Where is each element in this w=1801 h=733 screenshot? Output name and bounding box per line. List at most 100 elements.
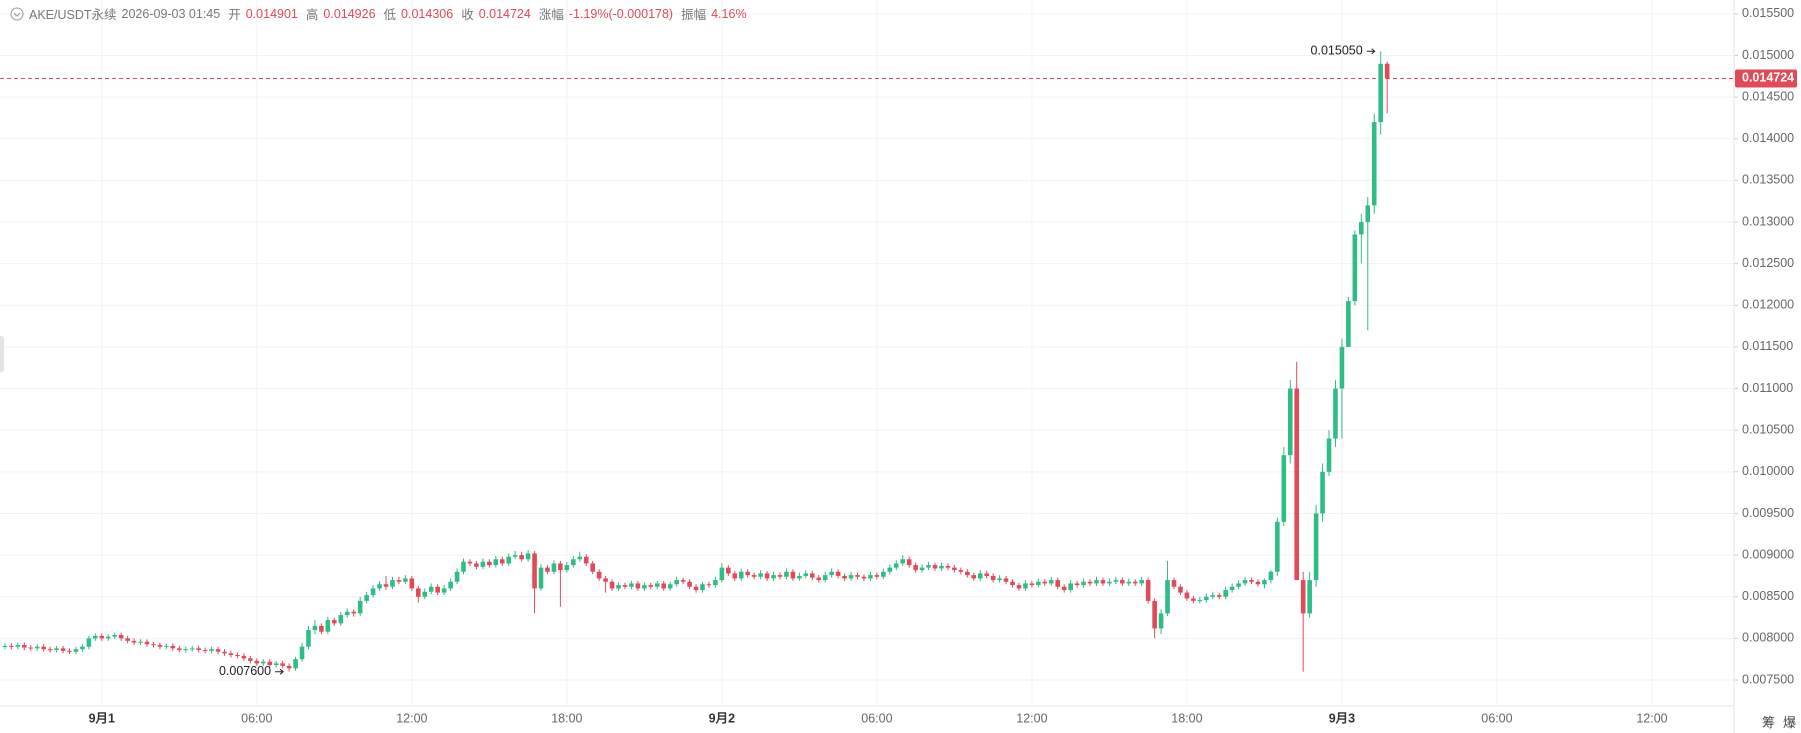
candle-body — [54, 648, 59, 651]
y-tick-label: 0.011000 — [1742, 381, 1793, 395]
candle-body — [1281, 455, 1287, 522]
collapse-icon[interactable] — [10, 7, 24, 21]
candle-body — [1178, 586, 1183, 593]
candle-body — [299, 646, 305, 660]
candle-body — [751, 575, 757, 577]
candle-body — [1371, 122, 1377, 206]
candle-body — [926, 565, 931, 568]
candle-body — [286, 665, 292, 669]
candle-body — [1236, 583, 1241, 587]
candle-body — [667, 584, 673, 589]
candle-body — [73, 649, 79, 652]
candle-body — [1320, 471, 1325, 514]
y-tick-label: 0.013500 — [1742, 173, 1794, 187]
x-tick-label: 12:00 — [1636, 711, 1667, 725]
candle-body — [435, 586, 440, 593]
candle-body — [215, 649, 221, 652]
candle-body — [1087, 581, 1093, 584]
value: 0.014306 — [401, 6, 454, 21]
y-tick-label: 0.015500 — [1742, 6, 1794, 20]
candle-body — [454, 571, 460, 582]
candle-body — [293, 659, 298, 669]
annotation-arrow — [275, 668, 284, 675]
candle-body — [1139, 580, 1145, 584]
y-tick-label: 0.009500 — [1742, 506, 1794, 520]
candle-body — [609, 581, 615, 589]
candle-body — [1191, 598, 1196, 601]
candle-body — [855, 575, 860, 577]
candle-body — [583, 556, 589, 564]
candle-body — [952, 567, 957, 571]
candle-body — [21, 645, 27, 648]
candle-body — [506, 556, 512, 564]
candle-body — [984, 573, 989, 576]
candle-body — [177, 648, 182, 651]
x-tick-label: 9月3 — [1329, 711, 1355, 725]
candle-body — [396, 580, 402, 582]
candle-body — [687, 581, 692, 587]
candle-body — [235, 655, 240, 657]
candle-body — [900, 559, 906, 564]
candle-body — [893, 563, 899, 568]
candle-body — [228, 653, 234, 656]
candle-body — [1042, 581, 1048, 584]
candle-body — [629, 583, 634, 587]
candle-body — [1184, 592, 1190, 599]
candle-body — [448, 581, 453, 589]
candle-body — [577, 556, 583, 560]
candle-body — [777, 575, 783, 577]
candle-body — [312, 625, 318, 631]
candle-body — [822, 575, 828, 581]
candle-body — [642, 585, 647, 589]
candle-body — [1307, 580, 1312, 614]
candle-body — [34, 646, 40, 649]
candle-body — [835, 571, 841, 576]
candle-body — [67, 650, 72, 652]
tool-button[interactable]: 筹 — [1762, 715, 1776, 730]
candle-body — [474, 563, 479, 567]
tool-button[interactable]: 爆 — [1783, 715, 1797, 730]
candle-body — [887, 567, 893, 572]
label: 高 — [305, 8, 319, 22]
candle-body — [512, 555, 518, 557]
candle-body — [1255, 581, 1261, 585]
candle-body — [726, 567, 731, 574]
candle-body — [344, 611, 350, 616]
y-tick-label: 0.015000 — [1742, 48, 1794, 62]
candle-body — [1300, 580, 1306, 614]
candle-body — [997, 578, 1002, 581]
candle-body — [157, 645, 163, 647]
side-handle[interactable] — [0, 336, 4, 372]
y-tick-label: 0.008500 — [1742, 589, 1794, 603]
candle-body — [532, 553, 537, 589]
candle-body — [1313, 513, 1319, 581]
candle-body — [713, 580, 718, 586]
candle-body — [99, 635, 105, 639]
candle-body — [351, 611, 356, 614]
x-tick-label: 12:00 — [1016, 711, 1047, 725]
candle-body — [519, 555, 524, 560]
candle-body — [390, 580, 395, 587]
candle-body — [693, 586, 699, 591]
candle-body — [971, 575, 977, 579]
y-tick-label: 0.012000 — [1742, 298, 1794, 312]
candle-body — [222, 651, 227, 654]
candle-body — [654, 583, 660, 587]
candle-body — [939, 565, 944, 569]
candle-body — [538, 567, 544, 589]
y-tick-label: 0.011500 — [1742, 339, 1793, 353]
candle-body — [1158, 613, 1164, 629]
candle-body — [596, 571, 602, 579]
candle-body — [1352, 234, 1358, 302]
x-tick-label: 18:00 — [1171, 711, 1202, 725]
x-tick-label: 9月2 — [709, 711, 735, 725]
candle-body — [41, 646, 46, 650]
candle-body — [738, 571, 744, 579]
candle-body — [196, 648, 201, 651]
y-tick-label: 0.014000 — [1742, 131, 1794, 145]
candle-body — [9, 645, 14, 647]
annotation-arrow — [1366, 48, 1376, 55]
candle-body — [131, 640, 137, 643]
candle-body — [603, 578, 608, 582]
candle-body — [80, 646, 85, 650]
